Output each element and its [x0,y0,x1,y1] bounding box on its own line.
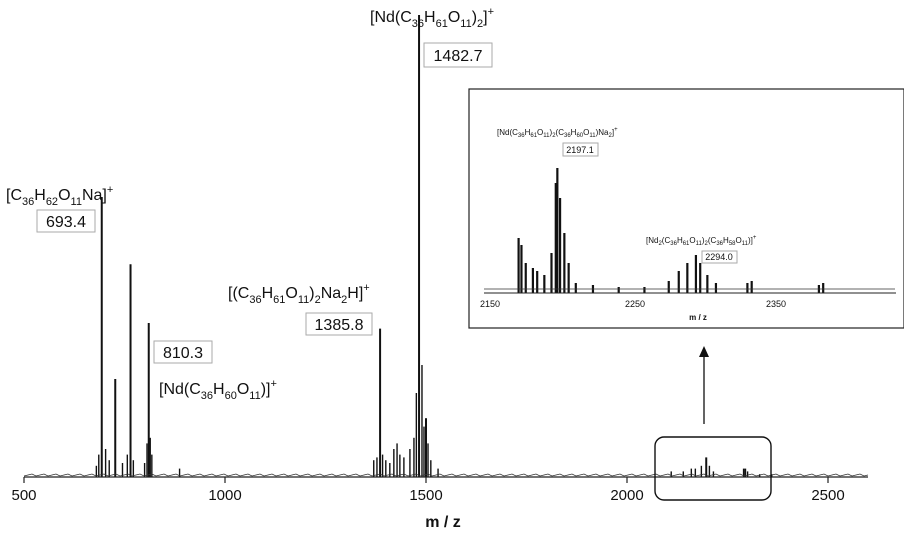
inset-value-label-2197: 2197.1 [566,145,594,155]
ion-label-693: [C36H62O11Na]+ [6,184,113,208]
annotation-693: [C36H62O11Na]+ 693.4 [6,184,113,233]
x-axis-tick-labels: 500 1000 1500 2000 2500 [11,487,844,504]
inset-x-axis-label: m / z [689,313,707,322]
inset-panel: 2150 2250 2350 m / z [Nd(C36H61O11)2(C36… [468,88,904,329]
x-axis-label: m / z [425,514,461,531]
tick-label-1000: 1000 [208,487,241,504]
value-box-1482 [423,42,493,68]
zoom-highlight-box [654,436,772,501]
value-box-810 [153,340,213,364]
value-label-1482: 1482.7 [434,48,483,65]
annotation-810: 810.3 [Nd(C36H60O11)]+ [153,340,277,402]
inset-value-box-2197 [562,142,599,157]
spectrum-baseline [23,473,869,477]
value-box-1385 [305,312,373,336]
inset-tick-label-2250: 2250 [625,299,645,309]
inset-tick-label-2150: 2150 [480,299,500,309]
value-label-693: 693.4 [46,214,86,231]
ion-label-810: [Nd(C36H60O11)]+ [159,378,277,402]
tick-label-2000: 2000 [610,487,643,504]
tick-label-2500: 2500 [811,487,844,504]
ion-label-1482: [Nd(C36H61O11)2]+ [370,6,494,30]
inset-value-box-2294 [701,250,738,264]
ion-label-1385: [(C36H61O11)2Na2H]+ [228,282,370,306]
tick-label-500: 500 [11,487,36,504]
inset-ion-label-2197: [Nd(C36H61O11)2(C36H60O11)Na2]+ [497,127,618,139]
spectrum-trace [23,15,869,477]
x-axis-ticks [23,477,829,483]
annotation-1482: [Nd(C36H61O11)2]+ 1482.7 [370,6,494,68]
tick-label-1500: 1500 [409,487,442,504]
inset-value-label-2294: 2294.0 [705,252,733,262]
annotation-1385: [(C36H61O11)2Na2H]+ 1385.8 [228,282,373,336]
value-box-693 [36,209,96,233]
inset-tick-label-2350: 2350 [766,299,786,309]
inset-spectrum-trace [484,168,895,293]
zoom-arrow [699,346,709,424]
value-label-810: 810.3 [163,345,203,362]
value-label-1385: 1385.8 [315,317,364,334]
